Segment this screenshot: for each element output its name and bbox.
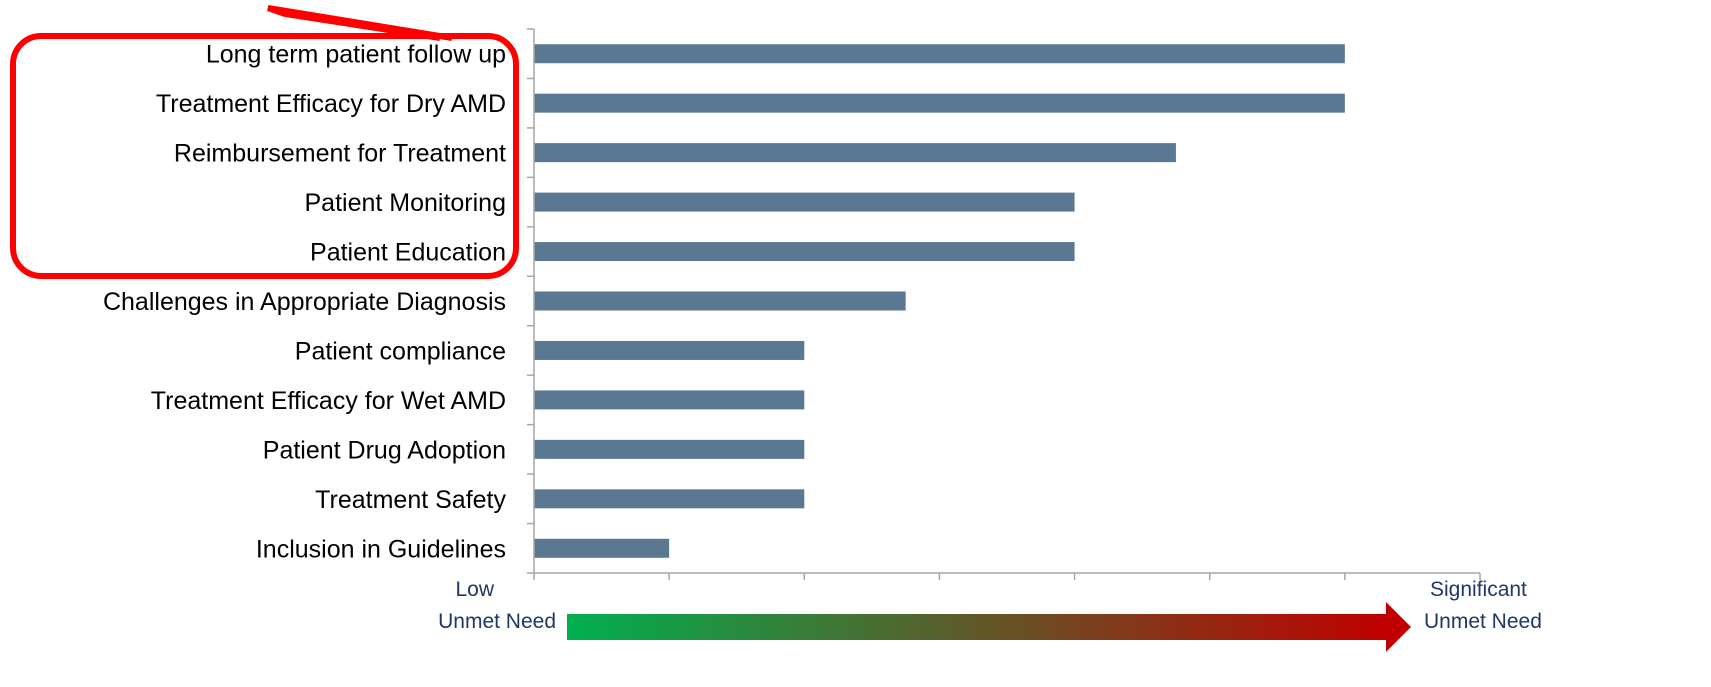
highlight-box (10, 33, 519, 279)
low-label-line2: Unmet Need (438, 610, 556, 633)
bar (534, 93, 1345, 113)
category-label: Treatment Efficacy for Dry AMD (156, 90, 506, 118)
bar (534, 242, 1075, 262)
bar-group (534, 44, 1345, 558)
bar (534, 291, 906, 311)
category-label: Patient Monitoring (304, 189, 506, 217)
bar (534, 44, 1345, 64)
gradient-arrow-head (1386, 602, 1411, 652)
bar (534, 340, 805, 360)
category-label: Patient compliance (295, 337, 506, 365)
category-label: Treatment Safety (315, 486, 506, 514)
unmet-need-scale: Low Unmet Need Significant Unmet Need (438, 578, 1542, 652)
category-label-group: Long term patient follow up Treatment Eff… (103, 41, 507, 564)
bar (534, 192, 1075, 212)
category-label: Reimbursement for Treatment (174, 140, 506, 168)
axis-tick-group (527, 28, 1481, 580)
category-label: Long term patient follow up (206, 41, 506, 69)
gradient-arrow-shaft (567, 614, 1389, 640)
category-label: Treatment Efficacy for Wet AMD (151, 387, 506, 415)
high-label-line1: Significant (1430, 578, 1527, 601)
high-label-line2: Unmet Need (1424, 610, 1542, 633)
bar (534, 489, 805, 509)
highlight-callout-pointer (267, 5, 453, 41)
category-label: Inclusion in Guidelines (256, 535, 506, 563)
bar (534, 439, 805, 459)
bar (534, 390, 805, 410)
low-label-line1: Low (455, 578, 494, 601)
bar (534, 538, 670, 558)
category-label: Patient Drug Adoption (263, 436, 506, 464)
bar (534, 143, 1176, 163)
category-label: Patient Education (310, 239, 506, 267)
category-label: Challenges in Appropriate Diagnosis (103, 288, 506, 316)
